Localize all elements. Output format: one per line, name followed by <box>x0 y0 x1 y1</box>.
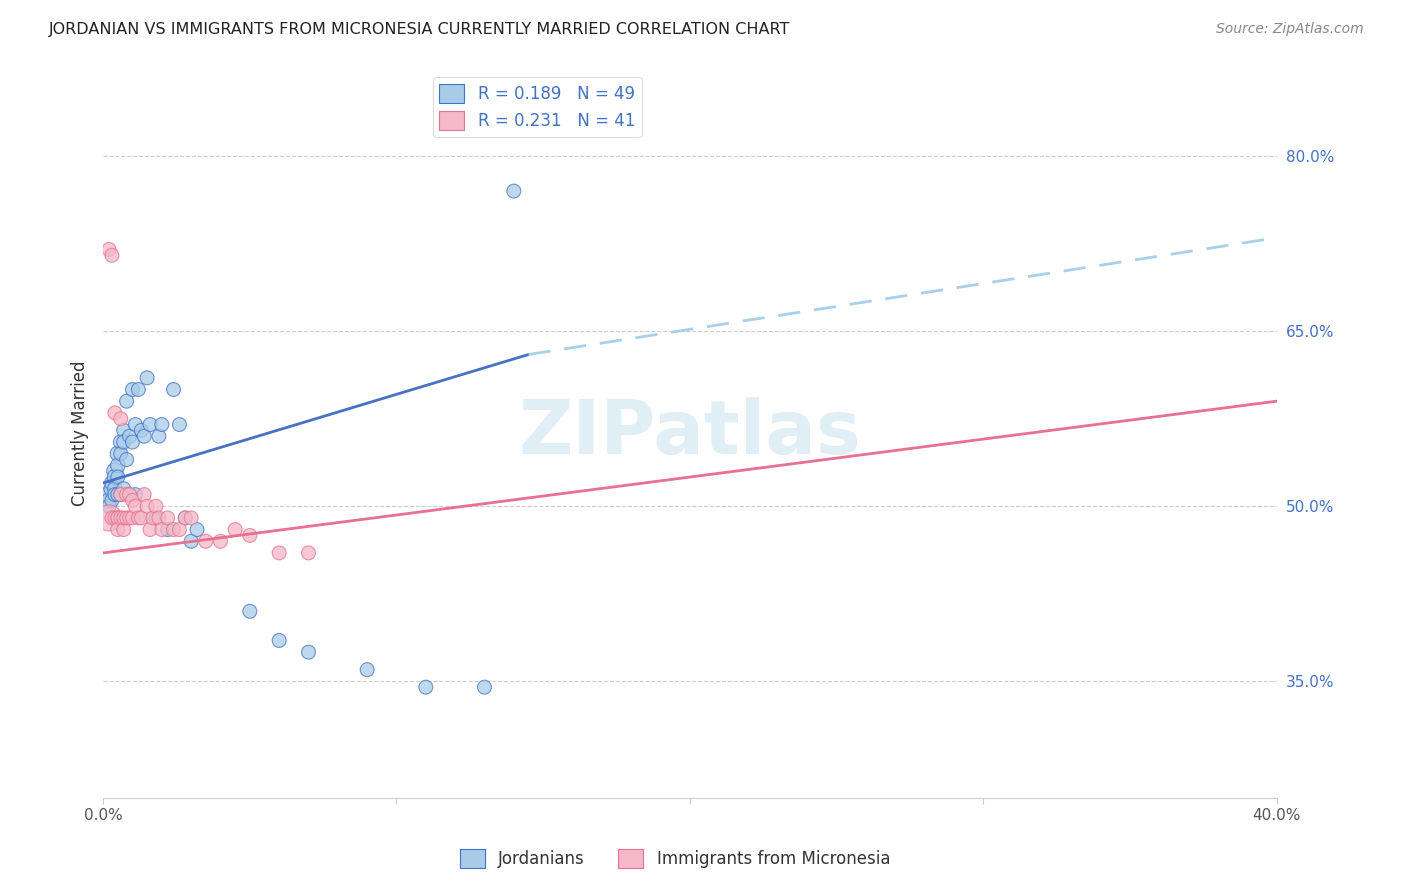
Point <box>502 184 524 198</box>
Point <box>98 487 121 501</box>
Point <box>474 680 496 694</box>
Point <box>415 680 437 694</box>
Point <box>124 417 146 432</box>
Point <box>129 423 152 437</box>
Point <box>98 243 121 257</box>
Point <box>180 534 202 549</box>
Point <box>107 523 129 537</box>
Point <box>134 429 156 443</box>
Point <box>98 511 121 525</box>
Point <box>101 248 124 262</box>
Point <box>101 475 124 490</box>
Point <box>156 523 179 537</box>
Point <box>224 523 246 537</box>
Point <box>297 546 319 560</box>
Point <box>115 452 138 467</box>
Point <box>180 511 202 525</box>
Point <box>148 429 170 443</box>
Point <box>107 511 129 525</box>
Point <box>150 417 173 432</box>
Point <box>110 511 132 525</box>
Point <box>115 394 138 409</box>
Text: ZIPatlas: ZIPatlas <box>519 397 860 470</box>
Point <box>107 447 129 461</box>
Point <box>112 523 135 537</box>
Point <box>129 511 152 525</box>
Point <box>107 487 129 501</box>
Point <box>121 383 143 397</box>
Point <box>104 470 127 484</box>
Point <box>104 487 127 501</box>
Point <box>150 523 173 537</box>
Point <box>110 435 132 450</box>
Point <box>101 493 124 508</box>
Y-axis label: Currently Married: Currently Married <box>72 360 89 506</box>
Point <box>98 493 121 508</box>
Point <box>124 500 146 514</box>
Point <box>118 511 141 525</box>
Point <box>104 464 127 478</box>
Point <box>169 523 191 537</box>
Point <box>239 604 262 618</box>
Point <box>239 528 262 542</box>
Point <box>118 487 141 501</box>
Point <box>104 482 127 496</box>
Point <box>136 500 159 514</box>
Point <box>162 383 184 397</box>
Point <box>162 523 184 537</box>
Point <box>139 523 162 537</box>
Point <box>145 500 167 514</box>
Point <box>107 511 129 525</box>
Text: Source: ZipAtlas.com: Source: ZipAtlas.com <box>1216 22 1364 37</box>
Point <box>186 523 208 537</box>
Point <box>145 511 167 525</box>
Point <box>104 511 127 525</box>
Point <box>124 487 146 501</box>
Point <box>156 511 179 525</box>
Point <box>101 511 124 525</box>
Point <box>107 458 129 473</box>
Point <box>142 511 165 525</box>
Point <box>110 487 132 501</box>
Point <box>118 429 141 443</box>
Point <box>112 482 135 496</box>
Point <box>121 511 143 525</box>
Point <box>98 500 121 514</box>
Point <box>209 534 232 549</box>
Point <box>112 423 135 437</box>
Point <box>112 435 135 450</box>
Point <box>269 633 291 648</box>
Point <box>121 435 143 450</box>
Point <box>110 487 132 501</box>
Legend: R = 0.189   N = 49, R = 0.231   N = 41: R = 0.189 N = 49, R = 0.231 N = 41 <box>433 77 641 137</box>
Point <box>115 487 138 501</box>
Text: JORDANIAN VS IMMIGRANTS FROM MICRONESIA CURRENTLY MARRIED CORRELATION CHART: JORDANIAN VS IMMIGRANTS FROM MICRONESIA … <box>49 22 790 37</box>
Point <box>104 406 127 420</box>
Point <box>174 511 197 525</box>
Point <box>110 411 132 425</box>
Point <box>134 487 156 501</box>
Point <box>127 511 149 525</box>
Point <box>118 487 141 501</box>
Legend: Jordanians, Immigrants from Micronesia: Jordanians, Immigrants from Micronesia <box>453 842 897 875</box>
Point <box>115 511 138 525</box>
Point <box>101 482 124 496</box>
Point <box>139 417 162 432</box>
Point <box>194 534 217 549</box>
Point <box>121 493 143 508</box>
Point <box>356 663 378 677</box>
Point <box>112 511 135 525</box>
Point <box>148 511 170 525</box>
Point <box>269 546 291 560</box>
Point <box>174 511 197 525</box>
Point <box>169 417 191 432</box>
Point <box>107 470 129 484</box>
Point <box>136 371 159 385</box>
Point <box>110 447 132 461</box>
Point <box>127 383 149 397</box>
Point <box>297 645 319 659</box>
